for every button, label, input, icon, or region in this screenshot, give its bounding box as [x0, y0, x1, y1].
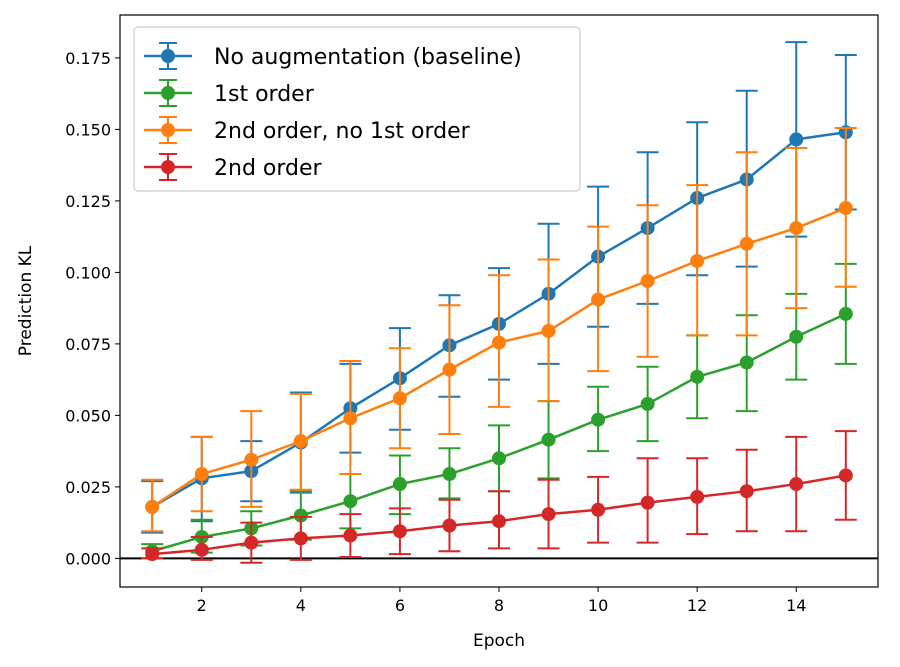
data-point: [442, 362, 457, 377]
x-axis-label: Epoch: [473, 631, 525, 651]
legend-marker: [161, 123, 175, 137]
legend-item: 2nd order, no 1st order: [144, 116, 471, 144]
data-point: [343, 494, 358, 509]
y-axis: 0.000 0.025 0.050 0.075 0.100 0.125 0.150 0.175: [65, 49, 120, 568]
y-tick-label: 0.100: [65, 263, 111, 282]
legend-box: [133, 26, 581, 192]
data-point: [739, 484, 754, 499]
data-point: [343, 411, 358, 426]
x-tick-label: 12: [687, 596, 707, 615]
legend-item: 2nd order: [144, 153, 323, 181]
data-point: [492, 335, 506, 350]
series-4: [141, 430, 857, 564]
data-point: [541, 432, 556, 447]
y-tick-label: 0.125: [65, 192, 111, 211]
data-point: [838, 201, 853, 216]
data-point: [690, 369, 705, 384]
data-point: [690, 253, 705, 268]
data-point: [739, 355, 754, 370]
data-point: [392, 524, 407, 539]
x-tick-label: 8: [494, 596, 504, 615]
data-point: [789, 477, 804, 492]
data-point: [789, 329, 804, 344]
y-tick-label: 0.025: [65, 478, 111, 497]
data-point: [194, 542, 209, 557]
x-tick-label: 2: [197, 596, 207, 615]
legend-marker: [161, 160, 175, 174]
data-point: [640, 396, 655, 411]
data-point: [293, 434, 308, 449]
series-3: [141, 126, 857, 533]
x-axis: 2 4 6 8 10 12 14: [197, 587, 806, 615]
y-tick-label: 0.075: [65, 335, 111, 354]
data-point: [442, 518, 457, 533]
x-tick-label: 6: [395, 596, 405, 615]
data-point: [838, 306, 853, 321]
data-point: [442, 467, 457, 482]
data-point: [343, 528, 358, 543]
data-point: [492, 451, 506, 466]
data-point: [591, 292, 606, 307]
data-point: [244, 452, 259, 467]
legend-marker: [161, 86, 175, 100]
data-point: [541, 324, 556, 339]
data-point: [244, 535, 259, 550]
y-tick-label: 0.175: [65, 49, 111, 68]
legend: No augmentation (baseline) 1st order 2nd o…: [133, 26, 581, 192]
data-point: [739, 236, 754, 251]
data-point: [145, 547, 160, 562]
data-point: [640, 273, 655, 288]
series-layer: [141, 41, 857, 564]
data-point: [492, 514, 506, 529]
data-point: [789, 132, 804, 147]
legend-label: 2nd order: [214, 156, 323, 181]
data-point: [194, 467, 209, 482]
data-point: [293, 508, 308, 523]
legend-marker: [161, 49, 175, 63]
legend-item: No augmentation (baseline): [144, 42, 522, 70]
data-point: [591, 502, 606, 517]
data-point: [838, 468, 853, 483]
data-point: [591, 412, 606, 427]
data-point: [392, 391, 407, 406]
legend-item: 1st order: [144, 79, 315, 107]
y-axis-label: Prediction KL: [16, 245, 36, 356]
y-tick-label: 0.150: [65, 120, 111, 139]
y-tick-label: 0.000: [65, 549, 111, 568]
data-point: [789, 221, 804, 236]
legend-label: No augmentation (baseline): [214, 45, 522, 70]
data-point: [541, 507, 556, 522]
data-point: [690, 489, 705, 504]
y-tick-label: 0.050: [65, 406, 111, 425]
data-point: [392, 477, 407, 492]
data-point: [293, 531, 308, 546]
legend-label: 2nd order, no 1st order: [214, 119, 471, 144]
x-tick-label: 4: [296, 596, 306, 615]
data-point: [145, 499, 160, 514]
legend-label: 1st order: [214, 82, 315, 107]
data-point: [640, 495, 655, 510]
x-tick-label: 14: [786, 596, 806, 615]
x-tick-label: 10: [588, 596, 608, 615]
